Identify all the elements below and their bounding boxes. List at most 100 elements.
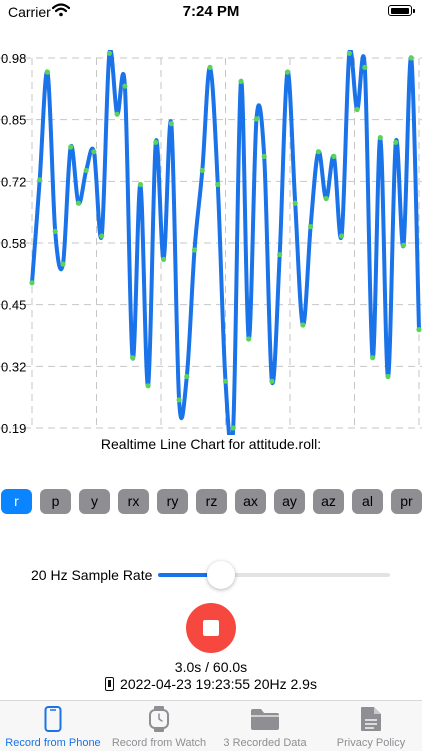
data-point — [354, 106, 360, 113]
data-point — [315, 149, 321, 155]
data-point — [191, 247, 198, 253]
session-info: 2022-04-23 19:23:55 20Hz 2.9s — [0, 676, 422, 692]
channel-button-rz[interactable]: rz — [196, 489, 227, 514]
data-point — [37, 177, 43, 183]
stop-icon — [203, 620, 219, 636]
wifi-icon — [51, 3, 71, 20]
data-point — [292, 200, 298, 206]
tab-label: Record from Phone — [5, 737, 101, 749]
tab-recorded-data[interactable]: 3 Recorded Data — [212, 701, 318, 751]
data-point — [161, 256, 167, 262]
data-point — [238, 78, 244, 84]
data-point — [416, 327, 422, 333]
y-tick-label: 0.45 — [1, 298, 26, 313]
slider-thumb[interactable] — [206, 561, 235, 589]
y-tick-label: 0.72 — [1, 174, 26, 189]
tab-bar: Record from Phone Record from Watch 3 Re… — [0, 700, 422, 751]
data-point — [137, 181, 143, 188]
status-bar: Carrier 7:24 PM — [0, 0, 422, 24]
channel-button-ax[interactable]: ax — [235, 489, 266, 514]
data-point — [277, 252, 283, 258]
data-point — [222, 378, 229, 384]
data-point — [215, 181, 221, 188]
data-point — [370, 355, 376, 361]
session-text: 2022-04-23 19:23:55 20Hz 2.9s — [120, 676, 317, 692]
data-point — [377, 135, 383, 141]
y-tick-label: 0.98 — [1, 51, 26, 66]
data-point — [130, 355, 136, 361]
y-tick-label: 0.32 — [1, 359, 26, 374]
channel-button-p[interactable]: p — [40, 489, 71, 514]
data-point — [339, 233, 345, 239]
channel-button-pr[interactable]: pr — [391, 489, 422, 514]
phone-icon — [44, 706, 62, 732]
data-point — [362, 64, 368, 70]
data-point — [29, 280, 35, 286]
data-point — [308, 224, 314, 230]
data-point — [91, 149, 97, 155]
tab-label: Record from Watch — [111, 737, 207, 749]
data-point — [269, 378, 275, 384]
data-point — [385, 373, 391, 380]
data-point — [331, 153, 337, 159]
data-point — [60, 261, 66, 267]
slider-fill — [158, 573, 221, 577]
channel-button-y[interactable]: y — [79, 489, 110, 514]
data-point — [207, 64, 213, 70]
data-point — [323, 195, 329, 202]
data-point — [253, 116, 260, 122]
data-point — [106, 50, 112, 56]
recording-progress: 3.0s / 60.0s — [174, 659, 248, 675]
data-point — [230, 425, 236, 431]
tab-label: Privacy Policy — [336, 737, 406, 749]
channel-button-az[interactable]: az — [313, 489, 344, 514]
tab-label: 3 Recorded Data — [223, 737, 307, 749]
channel-selector: r p y rx ry rz ax ay az al pr — [0, 489, 422, 515]
data-point — [145, 383, 151, 389]
y-tick-label: 0.19 — [1, 421, 26, 435]
data-point — [122, 83, 128, 89]
carrier-label: Carrier — [8, 4, 51, 20]
channel-button-r[interactable]: r — [1, 489, 32, 514]
sample-rate-slider[interactable] — [158, 561, 390, 589]
channel-button-al[interactable]: al — [352, 489, 383, 514]
line-chart: 0.98 0.85 0.72 0.58 0.45 0.32 0.19 — [0, 50, 422, 435]
stop-recording-button[interactable] — [186, 603, 236, 653]
tab-record-from-phone[interactable]: Record from Phone — [0, 701, 106, 751]
channel-button-ay[interactable]: ay — [274, 489, 305, 514]
data-point — [400, 242, 407, 248]
sample-rate-label: 20 Hz Sample Rate — [31, 567, 153, 583]
data-point — [284, 69, 290, 75]
data-point — [346, 50, 352, 56]
data-point — [176, 397, 182, 403]
channel-button-ry[interactable]: ry — [157, 489, 188, 514]
y-tick-label: 0.58 — [1, 236, 26, 251]
data-point — [75, 200, 81, 206]
battery-icon — [388, 5, 415, 16]
data-point — [246, 336, 252, 342]
chart-title: Realtime Line Chart for attitude.roll: — [100, 436, 322, 452]
data-point — [44, 69, 51, 75]
channel-button-rx[interactable]: rx — [118, 489, 149, 514]
data-point — [300, 322, 306, 328]
tab-record-from-watch[interactable]: Record from Watch — [106, 701, 212, 751]
data-point — [408, 55, 414, 61]
watch-icon — [149, 706, 169, 732]
data-point — [52, 228, 58, 234]
folder-icon — [251, 709, 279, 730]
data-point — [83, 167, 89, 173]
data-point — [184, 373, 190, 380]
y-tick-label: 0.85 — [1, 113, 26, 128]
data-point — [68, 144, 74, 150]
document-icon — [361, 707, 381, 731]
data-point — [99, 233, 105, 239]
data-point — [199, 167, 205, 173]
data-point — [153, 139, 159, 145]
tab-privacy-policy[interactable]: Privacy Policy — [318, 701, 422, 751]
data-point — [168, 121, 174, 127]
data-point — [393, 139, 399, 145]
data-point — [261, 153, 267, 159]
phone-icon — [105, 677, 115, 691]
status-time: 7:24 PM — [182, 3, 240, 20]
data-point — [114, 111, 120, 117]
